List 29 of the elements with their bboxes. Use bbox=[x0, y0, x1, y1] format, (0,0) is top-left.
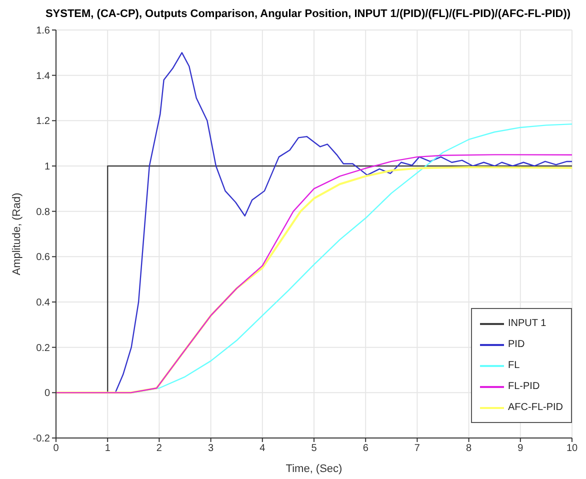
x-axis-title: Time, (Sec) bbox=[286, 463, 342, 475]
legend-label: INPUT 1 bbox=[508, 317, 546, 331]
legend-label: FL bbox=[508, 359, 520, 373]
y-tick-label: -0.2 bbox=[32, 434, 50, 445]
x-tick-label: 1 bbox=[104, 443, 111, 454]
x-tick-label: 8 bbox=[466, 443, 472, 454]
y-axis-title: Amplitude, (Rad) bbox=[10, 192, 23, 276]
y-tick-label: 0.6 bbox=[36, 252, 50, 264]
chart-title: SYSTEM, (CA-CP), Outputs Comparison, Angular Position, INPUT 1/(PID)/(FL)/(FL-PID)/(AFC-FL-PID)) bbox=[44, 8, 572, 22]
x-tick-label: 9 bbox=[518, 443, 524, 454]
y-tick-label: 0.8 bbox=[36, 206, 50, 218]
x-tick-label: 10 bbox=[566, 443, 578, 454]
y-tick-label: 0 bbox=[44, 388, 50, 400]
legend-label: FL-PID bbox=[508, 380, 540, 394]
x-tick-label: 5 bbox=[311, 443, 318, 454]
x-tick-label: 0 bbox=[53, 443, 60, 454]
legend-label: PID bbox=[508, 338, 525, 352]
x-tick-label: 7 bbox=[414, 443, 420, 454]
y-tick-label: 1.4 bbox=[36, 70, 50, 82]
x-tick-label: 2 bbox=[156, 443, 162, 454]
y-tick-label: 0.2 bbox=[36, 342, 50, 354]
y-tick-label: 1.6 bbox=[36, 26, 50, 37]
y-tick-label: 1 bbox=[44, 162, 50, 173]
y-tick-label: 0.4 bbox=[36, 298, 50, 309]
x-tick-label: 3 bbox=[208, 443, 214, 454]
x-tick-label: 4 bbox=[260, 443, 266, 454]
legend-label: AFC-FL-PID bbox=[508, 401, 563, 415]
x-tick-label: 6 bbox=[362, 443, 369, 454]
y-tick-label: 1.2 bbox=[36, 116, 50, 128]
